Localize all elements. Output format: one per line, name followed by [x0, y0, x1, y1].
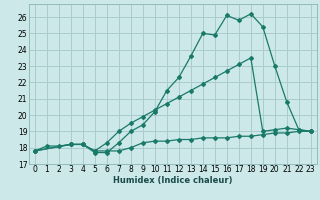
X-axis label: Humidex (Indice chaleur): Humidex (Indice chaleur)	[113, 176, 233, 185]
